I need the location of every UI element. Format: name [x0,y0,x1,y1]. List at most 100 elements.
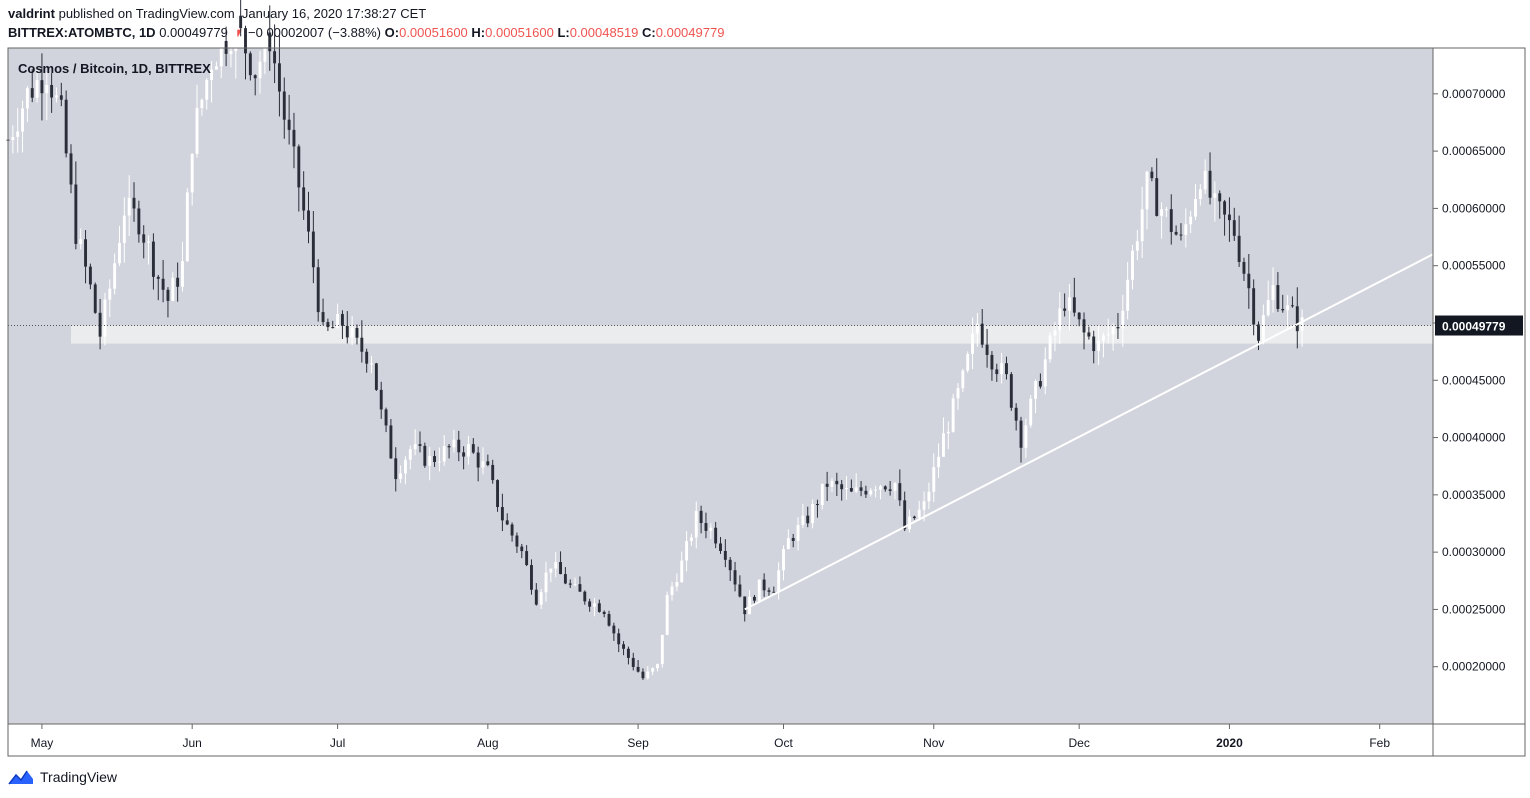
high-label: H: [471,25,486,40]
candle-body [1111,327,1115,335]
candle-body [733,570,737,585]
candle-body [704,523,708,531]
candle-body [1164,209,1168,211]
candle-body [767,590,771,592]
candle-body [1029,398,1033,426]
x-tick-label: Sep [627,736,649,750]
plot-area[interactable] [8,48,1433,724]
candle-body [636,666,640,672]
candle-body [908,516,911,530]
candle-body [932,467,936,492]
candle-body [699,510,703,524]
candle-body [1237,235,1241,262]
support-zone [71,325,1433,344]
candle-body [142,234,146,243]
candle-body [457,439,461,453]
candle-body [244,28,247,54]
candle-body [869,490,873,495]
candle-body [486,461,490,465]
support-zone-rect [71,325,1433,344]
candle-body [1203,170,1207,190]
candle-body [946,431,950,434]
tradingview-logo-icon [8,770,33,785]
candle-body [195,108,199,154]
candle-body [79,239,83,244]
candle-body [234,15,238,52]
x-tick-label: Dec [1069,736,1090,750]
candle-body [1101,335,1105,341]
trendline[interactable] [744,253,1434,611]
candle-body [98,312,102,337]
candle-body [714,527,718,544]
candle-body [796,524,800,541]
x-tick-label: Jul [330,736,345,750]
candle-body [1000,363,1004,375]
candle-body [612,625,616,634]
candle-body [563,574,567,584]
candle-body [1242,262,1246,274]
candle-body [1024,425,1028,448]
candle-body [903,500,907,530]
candle-body [403,459,407,474]
candle-body [224,40,228,54]
candle-body [961,370,965,389]
tradingview-footer[interactable]: TradingView [8,768,117,786]
candle-body [258,61,262,79]
candle-body [975,323,979,334]
candle-body [539,592,543,605]
candle-body [864,490,868,495]
candle-body [743,596,747,615]
candle-body [399,473,403,480]
candle-body [1053,330,1057,336]
candle-body [292,129,296,147]
candle-body [360,337,364,352]
candle-body [268,32,272,52]
price-axis[interactable]: 0.00020000 0.00025000 0.00030000 0.00035000… [1433,87,1506,674]
candle-body [1082,319,1086,333]
last-price-value: 0.00049779 [159,25,228,40]
candle-body [442,446,446,462]
candle-body [447,446,451,448]
candle-body [772,591,776,593]
candle-body [898,483,902,501]
candle-body [1087,332,1091,337]
candle-body [50,84,54,98]
candle-body [830,480,834,487]
x-tick-label: Feb [1369,736,1390,750]
candle-body [122,215,126,243]
candle-body [971,333,974,354]
candle-body [980,323,984,345]
author-name[interactable]: valdrint [8,6,55,21]
candle-body [30,88,34,98]
y-tick-label: 0.00065000 [1442,144,1506,158]
candle-body [1160,209,1164,216]
high-value: 0.00051600 [485,25,554,40]
candle-body [820,483,824,506]
last-price-tag-text: 0.00049779 [1442,320,1506,334]
trendline-segment[interactable] [744,253,1434,611]
candle-body [1155,178,1159,216]
candle-body [1097,340,1101,352]
candle-body [719,543,722,551]
time-axis[interactable]: May Jun Jul Aug Sep Oct Nov Dec 2020 Feb [31,724,1391,750]
candle-body [297,146,301,188]
candle-body [1276,285,1280,309]
candle-body [214,66,218,70]
candle-body [607,614,611,626]
candle-body [883,486,887,490]
y-tick-label: 0.00025000 [1442,602,1506,616]
candle-body [462,452,466,457]
candle-body [132,197,136,209]
publish-info: valdrint published on TradingView.com, J… [8,6,426,21]
candle-body [583,591,587,602]
candle-body [118,242,121,264]
candles [6,0,1304,680]
candle-body [1009,374,1013,408]
candle-body [40,80,44,94]
candle-body [59,95,63,100]
candle-body [544,572,548,593]
candle-body [1116,327,1120,329]
candle-body [25,88,29,109]
candle-body [1072,297,1076,313]
